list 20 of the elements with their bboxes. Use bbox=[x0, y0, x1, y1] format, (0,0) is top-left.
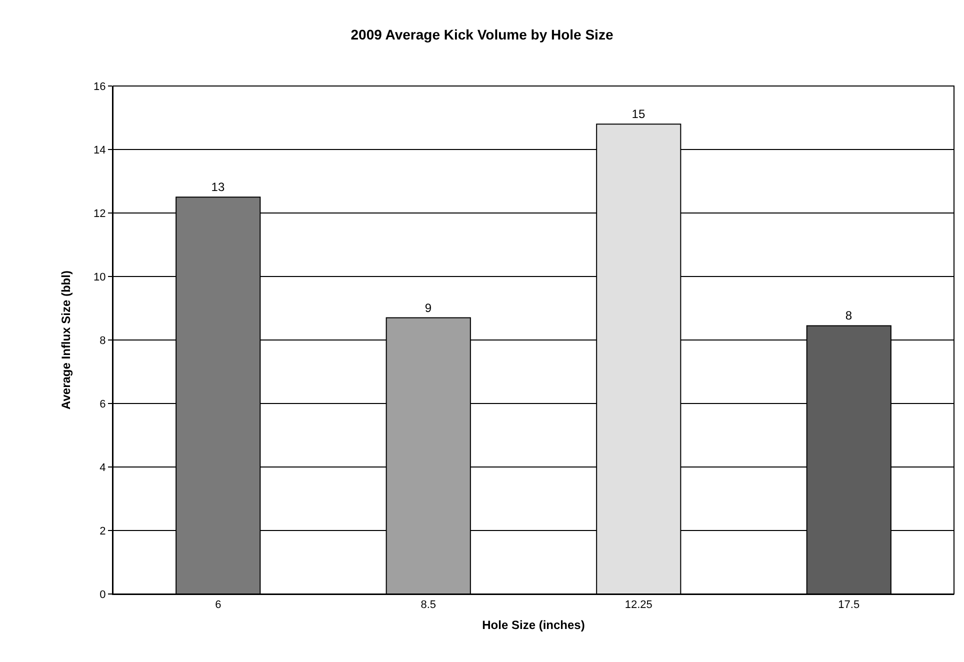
y-tick-label: 4 bbox=[100, 462, 106, 474]
x-tick-label: 12.25 bbox=[624, 599, 652, 612]
y-tick-label: 10 bbox=[94, 271, 106, 284]
y-tick-label: 6 bbox=[100, 398, 106, 410]
y-tick-label: 16 bbox=[94, 80, 106, 93]
x-axis-title: Hole Size (inches) bbox=[482, 618, 585, 632]
y-tick-label: 14 bbox=[94, 144, 106, 156]
data-label: 15 bbox=[632, 107, 646, 122]
data-label: 13 bbox=[211, 180, 225, 194]
x-tick-label: 8.5 bbox=[420, 599, 436, 612]
y-tick-label: 2 bbox=[100, 525, 106, 538]
data-label: 9 bbox=[424, 300, 432, 315]
data-label: 8 bbox=[845, 308, 852, 323]
y-tick-label: 12 bbox=[94, 208, 106, 220]
x-tick-label: 6 bbox=[215, 599, 222, 612]
x-tick-label: 17.5 bbox=[838, 599, 860, 612]
y-tick-label: 8 bbox=[100, 334, 106, 347]
y-tick-label: 0 bbox=[100, 588, 106, 601]
chart-title: 2009 Average Kick Volume by Hole Size bbox=[350, 26, 614, 43]
y-axis-title: Average Influx Size (bbl) bbox=[58, 270, 73, 410]
